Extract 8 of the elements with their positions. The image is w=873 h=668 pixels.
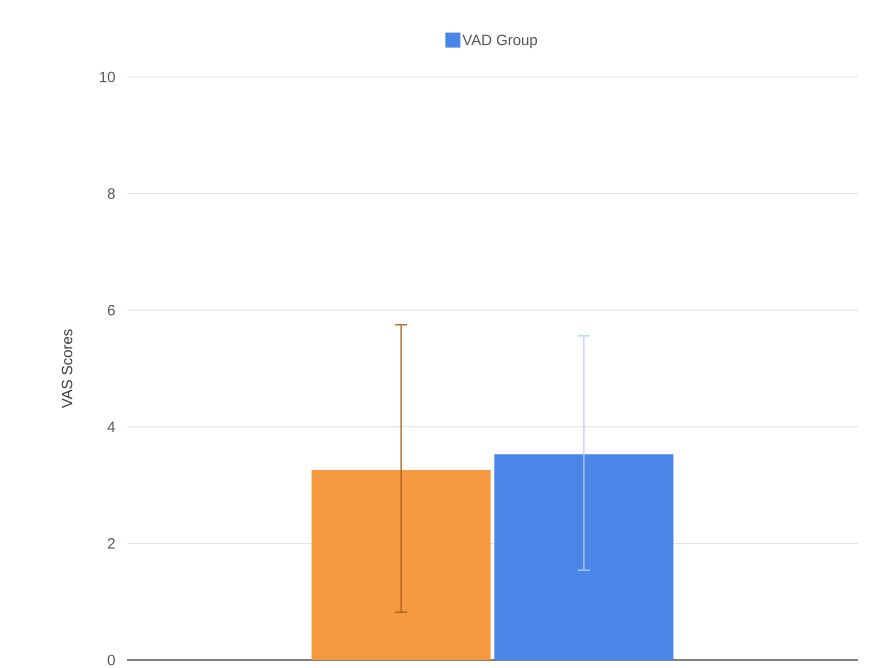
legend-label: VAD Group — [462, 34, 538, 48]
y-axis-title: VAS Scores — [62, 329, 72, 408]
y-tick-label: 2 — [108, 538, 115, 549]
y-tick-label: 0 — [108, 654, 115, 666]
y-tick-label: 6 — [108, 304, 115, 316]
y-tick-label: 8 — [108, 188, 115, 199]
y-tick-label: 10 — [100, 72, 115, 82]
y-tick-label: 4 — [108, 422, 116, 432]
